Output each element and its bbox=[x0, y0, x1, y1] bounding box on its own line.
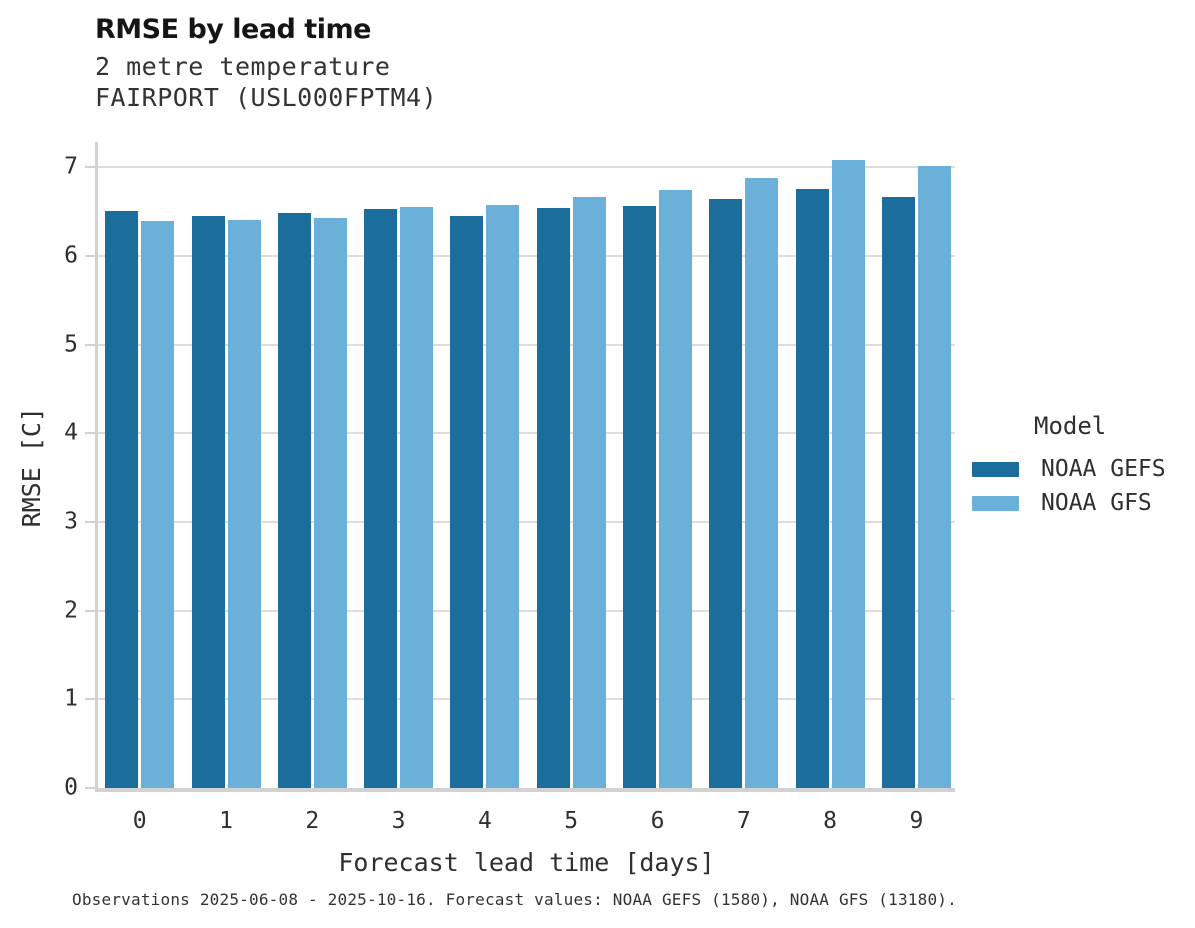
x-tick-label-9: 9 bbox=[909, 808, 924, 834]
bar-noaa-gfs-lead-6 bbox=[659, 190, 692, 788]
legend-entries: NOAA GEFS NOAA GFS bbox=[972, 452, 1166, 520]
gridline-y-7 bbox=[98, 166, 955, 169]
bar-noaa-gfs-lead-2 bbox=[313, 217, 347, 788]
plot-area: Forecast lead time [days] 0 1 2 3 4 5 6 7 0 1 2 3 4 5… bbox=[64, 142, 955, 877]
bar-noaa-gfs-lead-3 bbox=[400, 207, 434, 788]
y-tick-mark-3 bbox=[85, 520, 95, 523]
bar-noaa-gfs-lead-9 bbox=[917, 165, 951, 788]
x-tick-label-0: 0 bbox=[132, 808, 147, 834]
bar-noaa-gfs-lead-7 bbox=[745, 177, 779, 788]
chart-subtitle-variable: 2 metre temperature bbox=[95, 52, 391, 81]
x-tick-label-2: 2 bbox=[305, 808, 320, 834]
y-tick-label-4: 4 bbox=[64, 419, 78, 446]
bar-noaa-gefs-lead-5 bbox=[536, 208, 570, 788]
y-tick-mark-4 bbox=[85, 432, 95, 435]
bar-noaa-gfs-lead-4 bbox=[486, 205, 520, 788]
legend-entry-noaa-gfs: NOAA GFS bbox=[972, 486, 1166, 520]
y-tick-mark-5 bbox=[85, 343, 95, 346]
bar-noaa-gefs-lead-9 bbox=[881, 196, 915, 788]
y-tick-mark-1 bbox=[85, 698, 95, 701]
bar-noaa-gfs-lead-1 bbox=[227, 219, 261, 788]
y-tick-mark-7 bbox=[85, 166, 95, 169]
legend-label-noaa-gefs: NOAA GEFS bbox=[1041, 456, 1166, 482]
y-tick-label-7: 7 bbox=[64, 153, 78, 180]
y-tick-label-6: 6 bbox=[64, 242, 78, 269]
bar-noaa-gefs-lead-4 bbox=[450, 216, 484, 788]
gridline-y-6 bbox=[98, 254, 955, 257]
y-tick-mark-2 bbox=[85, 609, 95, 612]
y-axis-title: RMSE [C] bbox=[16, 406, 46, 528]
gridline-y-1 bbox=[98, 698, 955, 701]
legend-entry-noaa-gefs: NOAA GEFS bbox=[972, 452, 1166, 486]
bar-noaa-gfs-lead-8 bbox=[831, 160, 865, 788]
gridline-y-4 bbox=[98, 432, 955, 435]
x-tick-label-3: 3 bbox=[391, 808, 406, 834]
bar-noaa-gfs-lead-5 bbox=[572, 197, 606, 788]
bar-noaa-gfs-lead-0 bbox=[141, 221, 175, 788]
x-axis-title: Forecast lead time [days] bbox=[338, 848, 715, 877]
bar-noaa-gefs-lead-0 bbox=[105, 210, 139, 788]
x-tick-label-7: 7 bbox=[736, 808, 751, 834]
bar-noaa-gefs-lead-7 bbox=[709, 199, 743, 788]
legend-label-noaa-gfs: NOAA GFS bbox=[1041, 490, 1152, 516]
y-tick-label-5: 5 bbox=[64, 331, 78, 358]
footer-caption: Observations 2025-06-08 - 2025-10-16. Fo… bbox=[72, 890, 957, 909]
y-tick-mark-6 bbox=[85, 254, 95, 257]
legend-swatch-noaa-gefs bbox=[972, 461, 1019, 477]
gridline-y-5 bbox=[98, 343, 955, 346]
gridline-y-2 bbox=[98, 609, 955, 612]
y-tick-label-2: 2 bbox=[64, 597, 78, 624]
x-tick-label-6: 6 bbox=[650, 808, 665, 834]
bar-noaa-gefs-lead-1 bbox=[191, 216, 225, 788]
bar-noaa-gefs-lead-2 bbox=[277, 212, 311, 788]
y-tick-mark-0 bbox=[85, 787, 95, 789]
bar-noaa-gefs-lead-8 bbox=[795, 189, 829, 788]
x-tick-label-4: 4 bbox=[477, 808, 492, 834]
x-tick-label-8: 8 bbox=[823, 808, 838, 834]
gridline-y-3 bbox=[98, 520, 955, 523]
legend-swatch-noaa-gfs bbox=[972, 495, 1019, 511]
x-tick-label-1: 1 bbox=[219, 808, 233, 834]
x-tick-label-5: 5 bbox=[564, 808, 579, 834]
legend: Model NOAA GEFS NOAA GFS bbox=[972, 412, 1166, 520]
y-tick-label-0: 0 bbox=[64, 774, 78, 801]
chart-subtitle-station: FAIRPORT (USL000FPTM4) bbox=[95, 83, 438, 112]
y-axis-title-wrap: RMSE [C] bbox=[14, 142, 48, 792]
chart-title: RMSE by lead time bbox=[95, 14, 371, 45]
bar-noaa-gefs-lead-3 bbox=[364, 208, 398, 788]
y-tick-label-3: 3 bbox=[64, 508, 78, 535]
bar-noaa-gefs-lead-6 bbox=[623, 206, 656, 788]
y-tick-label-1: 1 bbox=[64, 685, 78, 712]
legend-title: Model bbox=[1034, 412, 1107, 440]
